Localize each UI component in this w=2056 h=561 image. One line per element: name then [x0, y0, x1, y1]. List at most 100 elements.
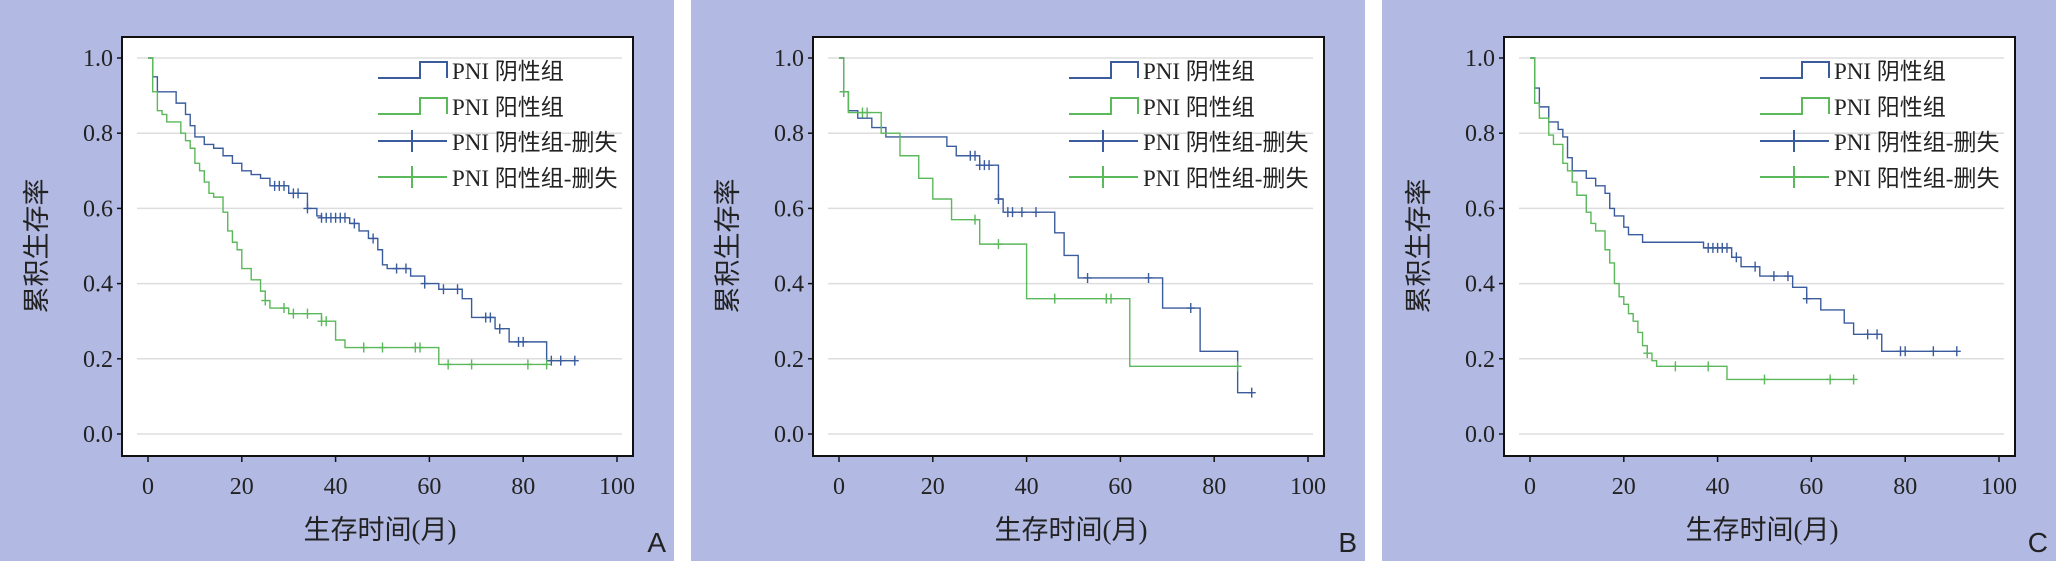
y-tick-label: 0.2 — [1465, 347, 1495, 373]
legend-step-icon — [1760, 61, 1830, 79]
x-tick-label: 0 — [833, 474, 845, 500]
y-axis-label: 累积生存率 — [1404, 179, 1434, 314]
censor-mark — [1873, 329, 1882, 340]
legend-label: PNI 阴性组 — [1143, 59, 1255, 84]
survival-curve-positive — [839, 57, 1238, 368]
x-axis-label: 生存时间(月) — [304, 515, 457, 545]
km-chart: 0.0 0.2 0.4 0.6 0.8 1.0 0 20 40 60 80 100 生存时间(月) 累积生… — [1404, 36, 2048, 558]
x-tick-label: 60 — [1799, 474, 1823, 500]
y-tick-label: 0.4 — [1465, 272, 1495, 298]
y-tick-label: 0.6 — [774, 196, 804, 222]
panel-label: C — [2028, 527, 2048, 558]
censor-mark — [971, 150, 980, 161]
x-tick-label: 60 — [417, 474, 441, 500]
legend-censor-icon — [1069, 130, 1138, 152]
y-tick-label: 0.4 — [83, 272, 113, 298]
legend-label: PNI 阴性组-删失 — [452, 130, 617, 155]
censor-mark — [1952, 346, 1961, 357]
legend-label: PNI 阴性组-删失 — [1143, 130, 1308, 155]
legend-step-icon — [378, 97, 448, 115]
y-tick-label: 0.2 — [83, 347, 113, 373]
y-axis-label: 累积生存率 — [22, 179, 52, 314]
censor-mark — [1050, 293, 1059, 304]
censor-mark — [486, 312, 495, 323]
censor-mark — [1017, 207, 1026, 218]
censor-mark — [303, 203, 312, 214]
censor-mark — [985, 160, 994, 171]
censor-mark — [369, 233, 378, 244]
censor-mark — [1671, 361, 1680, 372]
legend-label: PNI 阳性组 — [1834, 95, 1946, 120]
panel-b: 0.0 0.2 0.4 0.6 0.8 1.0 0 20 40 60 80 100 生存时间(月) 累积生… — [691, 0, 1365, 561]
censor-mark — [1247, 387, 1256, 398]
censor-mark — [863, 107, 872, 118]
censor-mark — [1929, 346, 1938, 357]
censor-mark — [280, 180, 289, 191]
censor-mark — [359, 342, 368, 353]
censor-mark — [322, 316, 331, 327]
legend-step-icon — [1069, 61, 1139, 79]
x-tick-label: 0 — [1524, 474, 1536, 500]
censor-mark — [444, 359, 453, 370]
censor-mark — [294, 188, 303, 199]
x-tick-label: 20 — [1612, 474, 1636, 500]
censor-mark — [1901, 346, 1910, 357]
legend-step-icon — [1069, 97, 1139, 115]
panel-a: 0.0 0.2 0.4 0.6 0.8 1.0 0 20 40 60 80 100 生存时间(月) 累积生… — [0, 0, 674, 561]
censor-mark — [1826, 374, 1835, 385]
x-tick-label: 60 — [1108, 474, 1132, 500]
y-tick-label: 1.0 — [83, 46, 113, 72]
censor-mark — [1008, 207, 1017, 218]
censor-mark — [280, 303, 289, 314]
censor-mark — [350, 218, 359, 229]
km-chart: 0.0 0.2 0.4 0.6 0.8 1.0 0 20 40 60 80 100 生存时间(月) 累积生… — [22, 36, 666, 558]
legend-step-icon — [378, 61, 448, 79]
panel-label: A — [647, 527, 666, 558]
legend-censor-icon — [378, 130, 447, 152]
censor-mark — [1783, 271, 1792, 282]
legend-censor-icon — [1069, 166, 1138, 188]
x-tick-label: 20 — [230, 474, 254, 500]
x-tick-label: 40 — [1015, 474, 1039, 500]
censor-mark — [1643, 348, 1652, 359]
x-tick-label: 40 — [1706, 474, 1730, 500]
censor-mark — [1233, 361, 1242, 372]
legend-label: PNI 阴性组 — [452, 59, 564, 84]
legend-label: PNI 阳性组-删失 — [1143, 166, 1308, 191]
y-tick-label: 0.2 — [774, 347, 804, 373]
censor-mark — [839, 86, 848, 97]
legend-label: PNI 阴性组 — [1834, 59, 1946, 84]
y-tick-label: 1.0 — [774, 46, 804, 72]
censor-mark — [1863, 329, 1872, 340]
censor-mark — [453, 284, 462, 295]
legend-label: PNI 阳性组-删失 — [1834, 166, 1999, 191]
y-axis-label: 累积生存率 — [713, 179, 743, 314]
censor-mark — [1704, 361, 1713, 372]
censor-mark — [570, 355, 579, 366]
censor-mark — [289, 308, 298, 319]
censor-mark — [971, 214, 980, 225]
censor-mark — [439, 284, 448, 295]
survival-curve-negative — [1530, 57, 1957, 352]
legend-censor-icon — [1760, 166, 1829, 188]
x-tick-label: 80 — [511, 474, 535, 500]
censor-mark — [994, 194, 1003, 204]
y-tick-label: 0.8 — [774, 121, 804, 147]
panel-label: B — [1338, 527, 1357, 558]
censor-mark — [416, 342, 425, 353]
censor-mark — [378, 342, 387, 353]
legend-label: PNI 阳性组-删失 — [452, 166, 617, 191]
y-tick-label: 0.8 — [83, 121, 113, 147]
y-tick-label: 0.0 — [83, 422, 113, 448]
censor-mark — [556, 355, 565, 366]
x-tick-label: 40 — [324, 474, 348, 500]
censor-mark — [340, 212, 349, 223]
x-tick-label: 80 — [1893, 474, 1917, 500]
censor-mark — [1802, 293, 1811, 304]
censor-mark — [1760, 374, 1769, 385]
legend-censor-icon — [1760, 130, 1829, 152]
censor-mark — [420, 278, 429, 289]
x-tick-label: 20 — [921, 474, 945, 500]
x-tick-label: 100 — [599, 474, 635, 500]
censor-mark — [1186, 303, 1195, 314]
